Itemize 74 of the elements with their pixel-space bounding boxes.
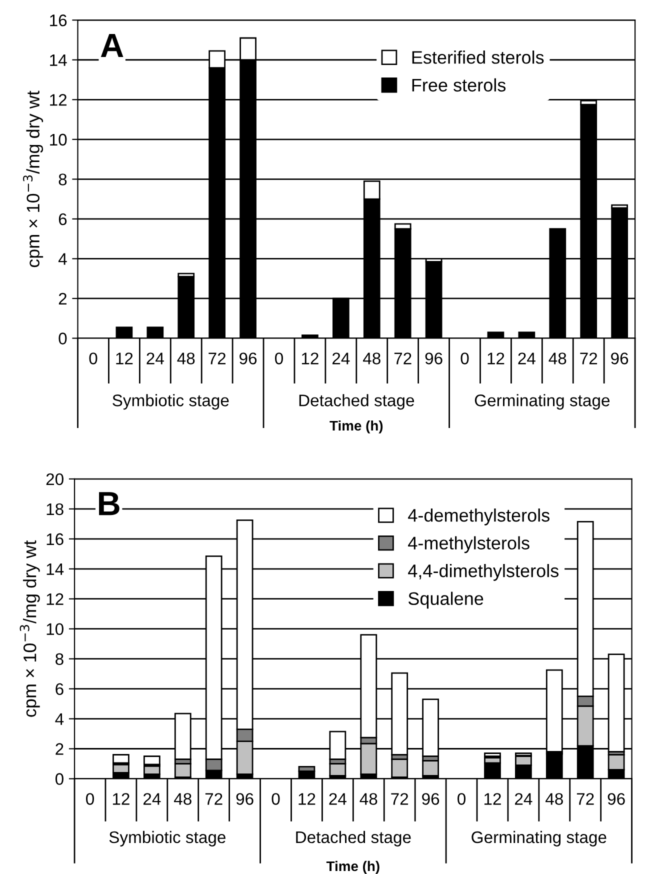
y-tick-label: 2 xyxy=(56,743,64,755)
x-tick-label: 48 xyxy=(362,352,380,364)
x-tick-label: 0 xyxy=(272,793,280,805)
x-tick-label: 48 xyxy=(360,793,378,805)
y-axis-title: cpm × 10$^{−3}$/mg dry wt xyxy=(20,540,40,717)
x-tick-label: 12 xyxy=(298,793,316,805)
x-tick-label: 0 xyxy=(458,793,466,805)
legend-label: 4-methylsterols xyxy=(408,536,530,554)
y-axis-title: cpm × 10$^{−3}$/mg dry wt xyxy=(23,90,44,268)
y-tick-label: 4 xyxy=(55,713,64,725)
x-tick-label: 0 xyxy=(460,352,469,364)
text: Germinating stage xyxy=(472,830,606,846)
x-tick-label: 12 xyxy=(112,793,130,805)
x-axis-title: Time (h) xyxy=(326,860,380,874)
x-tick-label: 96 xyxy=(422,793,440,805)
x-tick-label: 72 xyxy=(205,793,222,805)
y-tick-label: 8 xyxy=(58,174,67,186)
x-tick-label: 0 xyxy=(275,352,283,364)
x-tick-label: 24 xyxy=(146,352,164,364)
y-tick-label: 6 xyxy=(58,213,67,226)
x-tick-label: 48 xyxy=(546,793,563,805)
text: Detached stage xyxy=(296,830,411,846)
x-tick-label: 72 xyxy=(208,352,226,364)
x-tick-label: 24 xyxy=(143,793,161,805)
legend-label: 4-demethylsterols xyxy=(408,508,550,526)
y-tick-label: 4 xyxy=(58,253,67,265)
chart-title: A xyxy=(100,34,124,57)
x-tick-label: 96 xyxy=(608,793,625,805)
y-tick-label: 8 xyxy=(56,653,64,666)
y-tick-label: 18 xyxy=(46,503,64,516)
x-tick-label: 24 xyxy=(515,793,532,805)
y-tick-label: 6 xyxy=(56,683,64,696)
y-tick-label: 2 xyxy=(58,292,67,305)
x-tick-label: 0 xyxy=(86,793,94,805)
y-tick-label: 0 xyxy=(58,332,67,344)
text: Germinating stage xyxy=(474,394,610,410)
x-tick-label: 96 xyxy=(236,793,254,805)
x-tick-label: 12 xyxy=(302,352,318,364)
y-tick-label: 12 xyxy=(46,593,64,605)
y-tick-label: 10 xyxy=(46,623,64,636)
x-tick-label: 96 xyxy=(611,352,628,364)
x-tick-label: 24 xyxy=(329,793,346,805)
y-tick-label: 16 xyxy=(46,533,64,546)
chart-title: B xyxy=(99,492,120,516)
y-tick-label: 14 xyxy=(50,54,67,66)
y-tick-label: 16 xyxy=(50,14,67,26)
x-tick-label: 12 xyxy=(116,352,133,364)
x-tick-label: 72 xyxy=(576,793,594,805)
x-axis-title: Time (h) xyxy=(330,420,383,434)
y-tick-label: 10 xyxy=(50,134,67,146)
x-tick-label: 72 xyxy=(391,793,408,805)
legend-label: Esterified sterols xyxy=(412,50,544,64)
y-tick-label: 14 xyxy=(46,563,64,575)
text: Symbiotic stage xyxy=(112,394,229,410)
x-tick-label: 72 xyxy=(394,352,412,364)
legend-label: Squalene xyxy=(408,592,484,609)
x-tick-label: 24 xyxy=(332,352,350,364)
x-tick-label: 24 xyxy=(518,352,536,364)
legend-label: Free sterols xyxy=(412,78,506,92)
y-tick-label: 12 xyxy=(50,94,67,106)
y-tick-label: 20 xyxy=(46,473,64,486)
x-tick-label: 72 xyxy=(580,352,598,364)
x-tick-label: 96 xyxy=(425,352,442,364)
text: Symbiotic stage xyxy=(109,830,226,846)
x-tick-label: 48 xyxy=(177,352,195,364)
x-tick-label: 0 xyxy=(89,352,98,364)
y-tick-label: 0 xyxy=(55,773,64,785)
x-tick-label: 12 xyxy=(488,352,504,364)
x-tick-label: 48 xyxy=(174,793,192,805)
x-tick-label: 96 xyxy=(240,352,257,364)
text: Detached stage xyxy=(299,394,414,410)
x-tick-label: 48 xyxy=(548,352,566,364)
x-tick-label: 12 xyxy=(484,793,501,805)
legend-label: 4,4-dimethylsterols xyxy=(408,564,559,581)
